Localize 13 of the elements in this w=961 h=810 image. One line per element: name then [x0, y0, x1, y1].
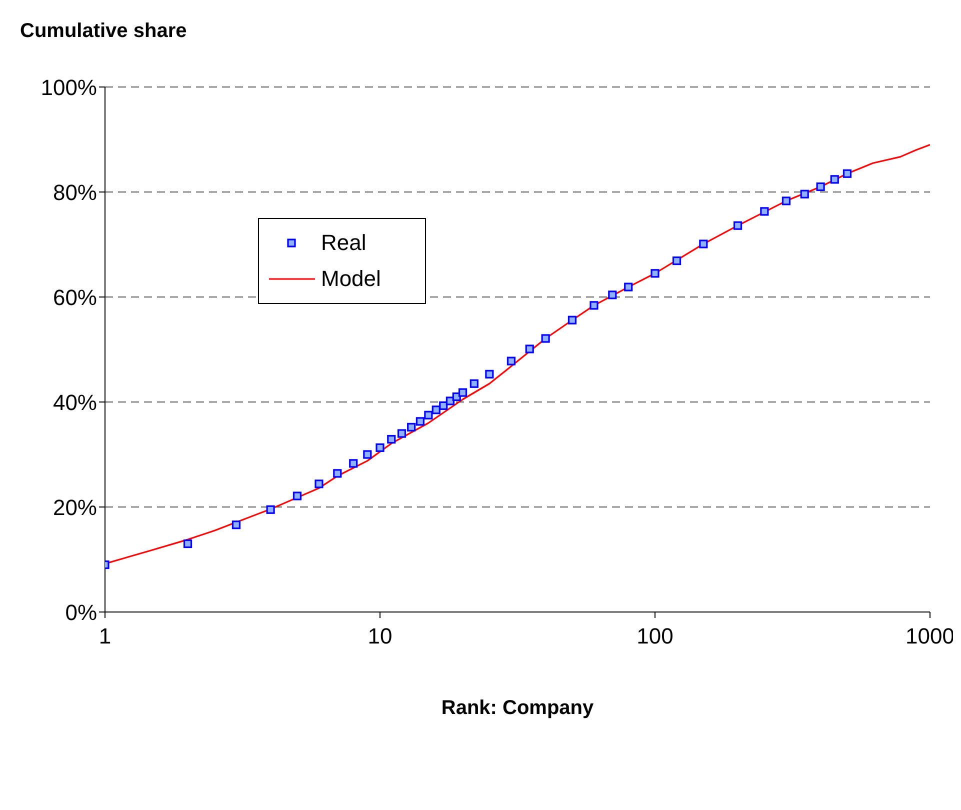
x-tick-label: 100 — [636, 624, 674, 649]
x-axis-title: Rank: Company — [441, 697, 594, 719]
y-tick-label: 100% — [40, 74, 97, 100]
legend-label: Model — [321, 266, 381, 292]
y-tick-label: 40% — [52, 390, 97, 415]
y-tick-label: 80% — [52, 180, 97, 205]
x-tick-label: 1 — [98, 624, 112, 649]
y-tick-label: 0% — [65, 600, 97, 625]
legend-label: Real — [321, 230, 366, 256]
y-tick-label: 20% — [52, 494, 97, 520]
y-axis-title: Cumulative share — [20, 20, 187, 43]
x-tick-label: 10 — [368, 624, 392, 649]
y-tick-label: 60% — [52, 284, 97, 310]
